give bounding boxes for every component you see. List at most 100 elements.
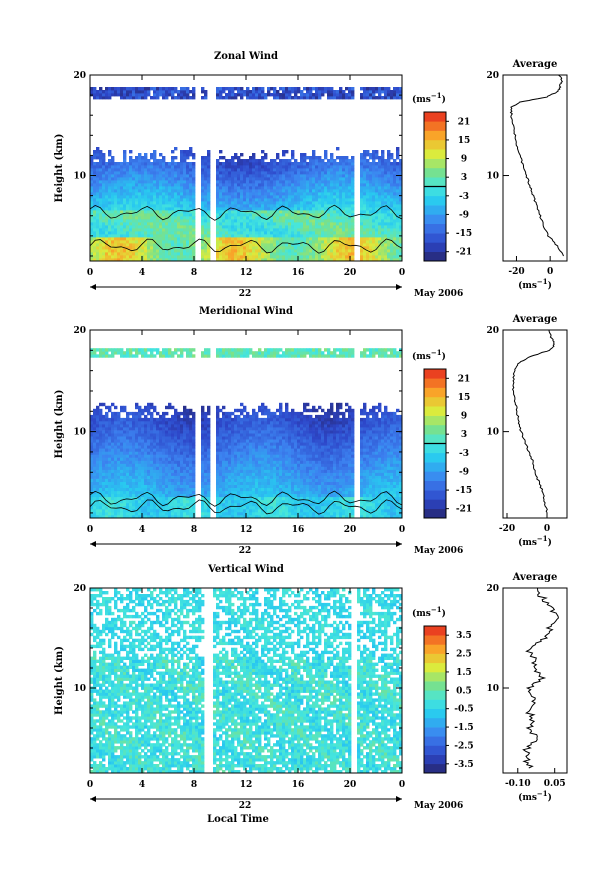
heatmap-cell: [270, 246, 274, 250]
heatmap-cell: [360, 243, 364, 247]
heatmap-cell: [132, 252, 136, 256]
heatmap-cell: [96, 493, 100, 498]
heatmap-cell: [273, 180, 277, 184]
heatmap-cell: [258, 201, 262, 205]
heatmap-cell: [93, 210, 97, 214]
heatmap-cell: [243, 213, 247, 217]
heatmap-cell: [327, 162, 331, 166]
x-tick-label: 20: [344, 268, 357, 278]
heatmap-cell: [222, 192, 226, 196]
heatmap-cell: [255, 189, 259, 193]
heatmap-cell: [207, 222, 211, 226]
heatmap-cell: [93, 427, 97, 431]
heatmap-cell: [237, 189, 241, 193]
heatmap-cell: [147, 183, 151, 187]
heatmap-cell: [201, 168, 205, 172]
heatmap-cell: [129, 210, 133, 214]
heatmap-cell: [177, 499, 181, 504]
heatmap-cell: [102, 258, 106, 262]
heatmap-cell: [105, 246, 109, 250]
heatmap-cell: [147, 243, 151, 247]
heatmap-cell: [330, 216, 334, 220]
heatmap-cell: [336, 195, 340, 199]
heatmap-cell: [369, 186, 373, 190]
heatmap-cell: [105, 240, 109, 244]
heatmap-cell: [111, 168, 115, 172]
heatmap-cell: [234, 156, 238, 160]
heatmap-cell: [159, 466, 163, 470]
heatmap-cell: [102, 162, 106, 166]
heatmap-cell: [270, 243, 274, 247]
heatmap-cell: [294, 186, 298, 190]
heatmap-cell: [102, 216, 106, 220]
heatmap-cell: [366, 255, 370, 259]
heatmap-cell: [279, 258, 283, 262]
heatmap-cell: [303, 153, 307, 157]
heatmap-cell: [387, 159, 391, 163]
heatmap-cell: [144, 466, 148, 470]
heatmap-cell: [153, 502, 157, 507]
heatmap-cell: [123, 186, 127, 190]
profile-title: Average: [512, 59, 558, 70]
heatmap-cell: [123, 433, 127, 437]
heatmap-cell: [360, 195, 364, 199]
heatmap-cell: [159, 165, 163, 169]
heatmap-cell: [333, 159, 337, 163]
heatmap-cell: [327, 201, 331, 205]
heatmap-cell: [174, 201, 178, 205]
heatmap-cell: [168, 192, 172, 196]
heatmap-cell: [102, 195, 106, 199]
heatmap-cell: [300, 165, 304, 169]
heatmap-cell: [228, 216, 232, 220]
heatmap-cell: [324, 255, 328, 259]
heatmap-cell: [189, 174, 193, 178]
heatmap-cell: [147, 93, 151, 97]
heatmap-cell: [255, 204, 259, 208]
heatmap-cell: [120, 231, 124, 235]
heatmap-cell: [324, 195, 328, 199]
heatmap-cell: [375, 219, 379, 223]
heatmap-cell: [300, 93, 304, 97]
heatmap-cell: [93, 186, 97, 190]
heatmap-cell: [120, 348, 124, 352]
heatmap-cell: [165, 478, 169, 482]
heatmap-cell: [300, 201, 304, 205]
heatmap-cell: [306, 204, 310, 208]
heatmap-cell: [93, 249, 97, 253]
heatmap-cell: [294, 195, 298, 199]
heatmap-cell: [90, 231, 94, 235]
heatmap-cell: [156, 466, 160, 470]
heatmap-cell: [366, 219, 370, 223]
heatmap-cell: [123, 183, 127, 187]
heatmap-cell: [165, 405, 169, 410]
heatmap-cell: [369, 231, 373, 235]
heatmap-cell: [201, 177, 205, 181]
heatmap-cell: [153, 213, 157, 217]
heatmap-cell: [291, 90, 295, 94]
heatmap-cell: [333, 192, 337, 196]
heatmap-cell: [99, 463, 103, 467]
heatmap-cell: [303, 228, 307, 232]
heatmap-cell: [93, 189, 97, 193]
heatmap-cell: [165, 515, 169, 519]
heatmap-cell: [186, 174, 190, 178]
heatmap-cell: [291, 171, 295, 175]
heatmap-cell: [267, 234, 271, 238]
heatmap-cell: [315, 249, 319, 253]
heatmap-cell: [393, 225, 397, 229]
heatmap-cell: [375, 231, 379, 235]
heatmap-cell: [135, 171, 139, 175]
heatmap-cell: [234, 222, 238, 226]
heatmap-cell: [141, 183, 145, 187]
heatmap-cell: [336, 168, 340, 172]
heatmap-cell: [141, 511, 145, 516]
heatmap-cell: [102, 402, 106, 407]
heatmap-cell: [225, 207, 229, 211]
heatmap-cell: [111, 201, 115, 205]
heatmap-cell: [282, 246, 286, 250]
heatmap-cell: [132, 430, 136, 434]
heatmap-cell: [126, 484, 130, 488]
heatmap-cell: [360, 240, 364, 244]
heatmap-cell: [117, 195, 121, 199]
heatmap-cell: [162, 511, 166, 516]
